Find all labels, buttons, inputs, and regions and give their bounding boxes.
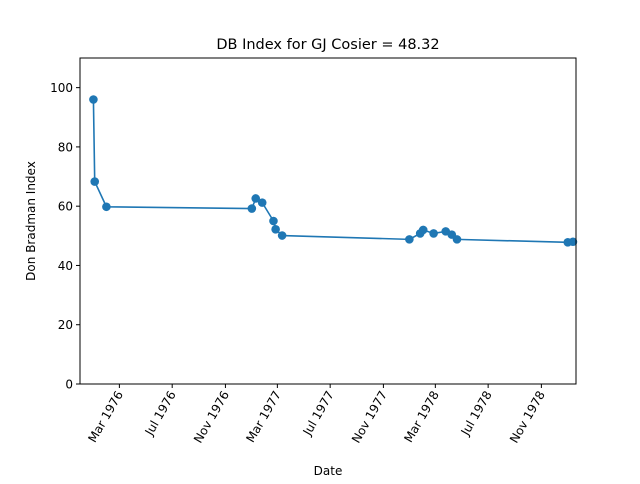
data-point (89, 95, 98, 104)
y-tick-label: 0 (65, 378, 73, 392)
y-tick-label: 80 (58, 140, 73, 154)
x-tick-label: Nov 1976 (191, 389, 232, 446)
data-point (429, 229, 438, 238)
data-point (247, 204, 257, 213)
x-tick-label: Jul 1978 (458, 389, 495, 439)
x-axis-label: Date (314, 464, 343, 478)
data-point (452, 235, 462, 244)
data-point (269, 216, 278, 226)
data-point (568, 237, 578, 247)
data-point (271, 225, 280, 234)
data-point (102, 202, 111, 212)
axes: 0 20 40 60 80 100 Mar 1976 Jul 1976 Nov 1976 Mar … (50, 81, 548, 445)
x-tick-label: Mar 1976 (85, 389, 126, 445)
x-tick-label: Mar 1978 (401, 389, 442, 445)
x-tick-label: Nov 1978 (507, 389, 548, 446)
x-tick-label: Nov 1977 (349, 389, 390, 446)
x-tick-label: Jul 1977 (300, 389, 337, 439)
series-line (92, 99, 574, 244)
data-point (251, 194, 261, 203)
x-tick-label: Jul 1976 (142, 389, 179, 439)
data-point (90, 177, 100, 186)
y-axis-label: Don Bradman Index (24, 161, 38, 281)
y-tick-label: 20 (58, 318, 73, 332)
plot-frame (79, 57, 577, 385)
data-point (405, 235, 414, 244)
data-point (277, 231, 287, 240)
data-point (418, 225, 428, 235)
y-tick-label: 40 (58, 259, 73, 273)
data-point (257, 198, 267, 207)
chart-title: DB Index for GJ Cosier = 48.32 (216, 37, 439, 53)
series-layer (89, 95, 578, 247)
y-tick-label: 60 (58, 200, 73, 214)
x-tick-label: Mar 1977 (243, 389, 284, 445)
y-tick-label: 100 (50, 81, 73, 95)
